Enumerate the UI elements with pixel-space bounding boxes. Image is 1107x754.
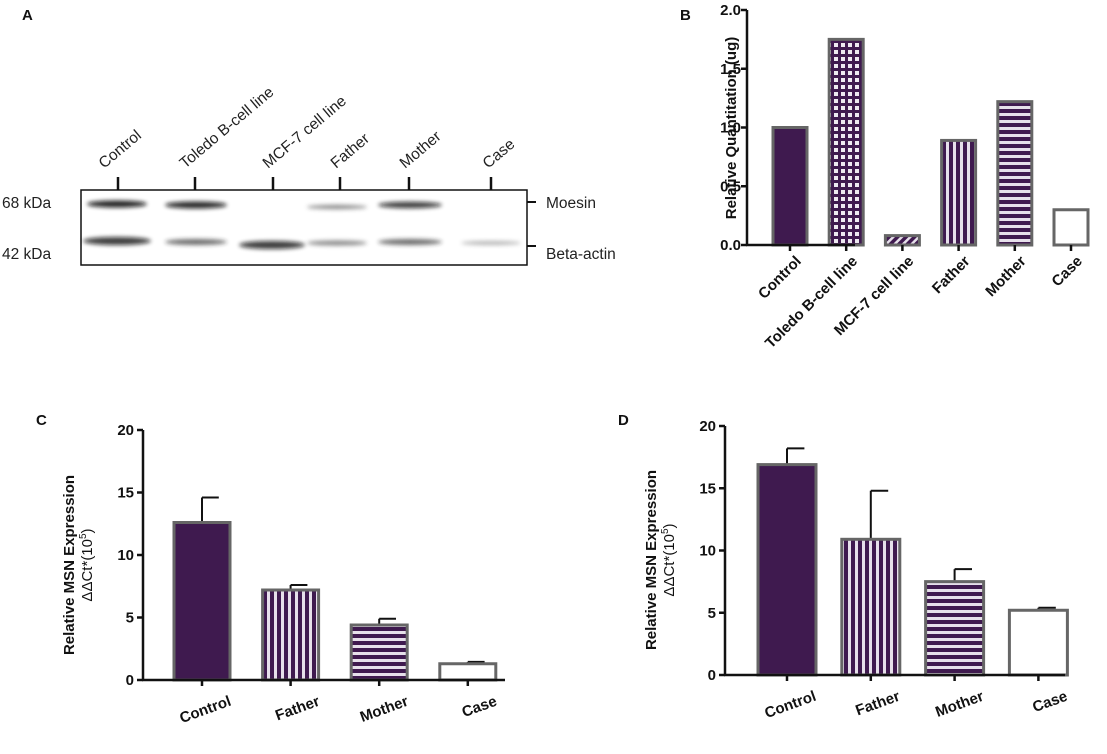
bar-d-case	[1007, 608, 1069, 677]
band-moesin-father	[307, 204, 367, 210]
chart-d-ylabel-line1: Relative MSN Expression	[643, 470, 660, 650]
chart-d-category: Case	[1030, 688, 1070, 716]
chart-c-category: Control	[177, 693, 233, 727]
band-actin-toledo	[165, 239, 227, 245]
bar-c-mother	[349, 623, 409, 682]
chart-d-ytick: 10	[699, 543, 716, 560]
panel-letter-c: C	[36, 412, 47, 429]
chart-b-category: Control	[755, 253, 805, 303]
lane-label-father: Father	[328, 130, 373, 172]
chart-c: Relative MSN Expression ΔΔCt*(105) 0 5 1…	[61, 422, 505, 727]
panel-letter-b: B	[680, 7, 691, 24]
blot-frame	[80, 189, 528, 266]
blot-lane-labels: Control Toledo B-cell line MCF-7 cell li…	[96, 84, 519, 172]
chart-c-category: Father	[273, 693, 322, 725]
chart-d-bars	[756, 463, 1069, 677]
band-actin-mother	[378, 239, 442, 245]
chart-c-yticks: 0 5 10 15 20	[117, 422, 134, 689]
bar-c-father	[261, 588, 321, 682]
bar-b-case	[1052, 208, 1090, 247]
chart-b-yticks: 0.0 0.5 1.0 1.5 2.0	[720, 2, 741, 254]
chart-b-ytick: 1.0	[720, 120, 741, 137]
chart-c-ylabel-sup: 5	[78, 533, 89, 539]
chart-c-ylabel-close: )	[79, 528, 96, 533]
chart-c-categories: Control Father Mother Case	[177, 693, 499, 727]
chart-b-category: Mother	[982, 253, 1029, 300]
chart-d-yticks: 0 5 10 15 20	[699, 418, 716, 684]
chart-d-category: Control	[762, 688, 818, 722]
band-actin-case	[461, 241, 521, 245]
chart-c-axes	[137, 428, 505, 686]
chart-c-category: Mother	[358, 693, 411, 726]
band-moesin-mother	[378, 201, 442, 209]
chart-d: Relative MSN Expression ΔΔCt*(105) 0 5 1…	[643, 418, 1070, 722]
chart-d-axes	[719, 424, 1065, 681]
chart-c-ylabel-unit: ΔΔCt*(10	[79, 539, 96, 602]
chart-b-ytick: 2.0	[720, 2, 741, 19]
chart-c-ylabel-line1: Relative MSN Expression	[61, 475, 78, 655]
chart-b-axes	[741, 8, 1073, 251]
chart-b-ytick: 1.5	[720, 61, 741, 78]
bar-d-mother	[924, 580, 986, 677]
bar-b-father	[940, 138, 978, 247]
band-label-beta-actin: Beta-actin	[546, 246, 616, 263]
chart-c-bars	[172, 521, 498, 682]
bar-b-toledo-b-cell-line	[827, 37, 865, 247]
chart-b-category: Father	[929, 253, 974, 298]
chart-c-ylabel-line2: ΔΔCt*(105)	[78, 528, 96, 601]
chart-d-ylabel-line2: ΔΔCt*(105)	[660, 523, 678, 596]
chart-b-ylabel: Relative Quantitation (ug)	[723, 37, 740, 220]
band-moesin-toledo	[165, 201, 227, 209]
lane-label-control: Control	[96, 127, 145, 172]
band-actin-father	[307, 240, 367, 246]
chart-d-ylabel-close: )	[661, 523, 678, 528]
marker-42kda: 42 kDa	[2, 246, 51, 263]
band-actin-control	[83, 237, 151, 245]
panel-letter-a: A	[22, 7, 33, 24]
band-actin-mcf7	[239, 241, 305, 249]
chart-b-bars	[771, 37, 1090, 247]
bar-b-mother	[996, 100, 1034, 247]
western-blot: Control Toledo B-cell line MCF-7 cell li…	[2, 84, 616, 266]
bar-b-mcf-7-cell-line	[883, 234, 921, 247]
chart-d-ytick: 5	[708, 605, 716, 622]
chart-d-ytick: 15	[699, 480, 716, 497]
band-moesin-control	[87, 200, 147, 208]
bar-c-case	[438, 662, 498, 682]
bar-d-father	[840, 537, 902, 677]
chart-d-error-bars	[786, 447, 1056, 611]
lane-label-mother: Mother	[397, 128, 445, 172]
bar-c-control	[172, 521, 232, 682]
band-label-moesin: Moesin	[546, 195, 596, 212]
chart-d-ytick: 20	[699, 418, 716, 435]
chart-d-categories: Control Father Mother Case	[762, 688, 1069, 722]
chart-c-ytick: 10	[117, 547, 134, 564]
panel-letter-d: D	[618, 412, 629, 429]
blot-bands	[83, 200, 521, 249]
chart-c-ytick: 15	[117, 485, 134, 502]
bar-d-control	[756, 463, 818, 677]
chart-c-ytick: 0	[126, 672, 134, 689]
chart-b: Relative Quantitation (ug) 0.0 0.5 1.0 1…	[720, 2, 1090, 352]
chart-b-ytick: 0.5	[720, 178, 741, 195]
chart-b-categories: Control Toledo B-cell line MCF-7 cell li…	[755, 253, 1086, 352]
chart-d-ylabel-unit: ΔΔCt*(10	[661, 534, 678, 597]
chart-d-category: Father	[853, 688, 902, 720]
chart-c-ytick: 5	[126, 610, 134, 627]
chart-c-ytick: 20	[117, 422, 134, 439]
chart-c-error-bars	[201, 496, 485, 664]
chart-c-category: Case	[460, 693, 500, 721]
lane-label-case: Case	[480, 136, 519, 172]
chart-d-ylabel-sup: 5	[660, 528, 671, 534]
lane-ticks	[116, 177, 493, 190]
marker-68kda: 68 kDa	[2, 195, 51, 212]
chart-d-category: Mother	[933, 688, 986, 721]
chart-b-category: Case	[1048, 253, 1085, 290]
chart-d-ytick: 0	[708, 667, 716, 684]
chart-b-ytick: 0.0	[720, 237, 741, 254]
bar-b-control	[771, 126, 809, 247]
